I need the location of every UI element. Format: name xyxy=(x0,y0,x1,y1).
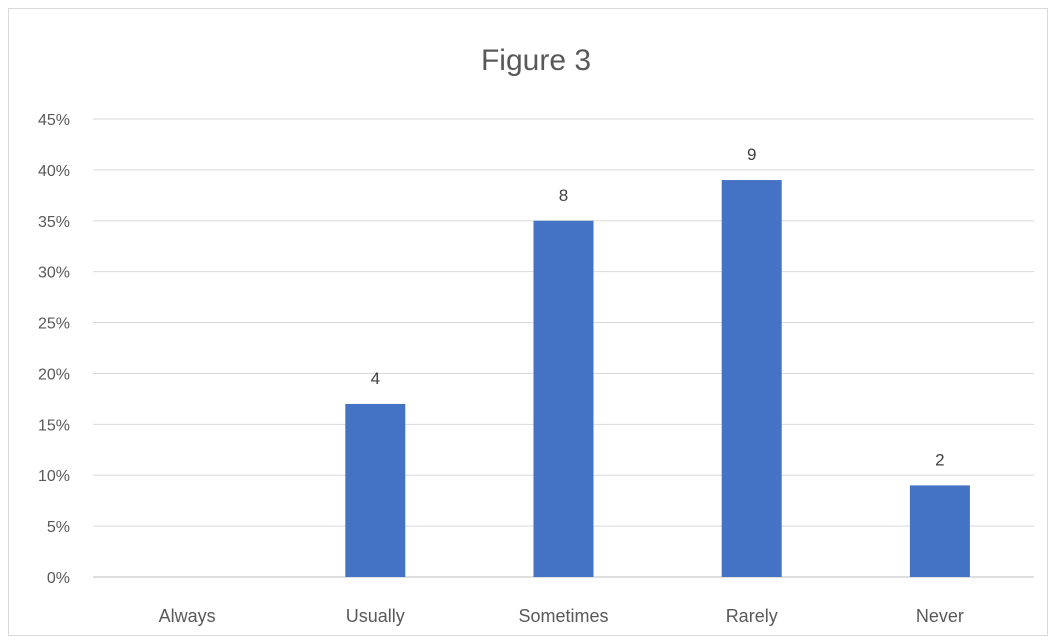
bar-never xyxy=(909,485,970,577)
y-tick-label: 35% xyxy=(38,214,70,231)
bar-sometimes xyxy=(533,220,594,577)
bar-usually xyxy=(345,403,406,577)
x-tick-label: Sometimes xyxy=(518,606,608,626)
data-label: 9 xyxy=(747,145,756,164)
y-tick-label: 25% xyxy=(38,316,70,333)
y-tick-label: 30% xyxy=(38,265,70,282)
gridlines xyxy=(93,118,1034,578)
y-tick-label: 20% xyxy=(38,366,70,383)
y-tick-label: 10% xyxy=(38,468,70,485)
y-tick-label: 40% xyxy=(38,163,70,180)
bar-rarely xyxy=(721,180,782,578)
y-axis: 0% 5% 10% 15% 20% 25% 30% 35% 40% 45% xyxy=(38,112,70,587)
y-tick-label: 5% xyxy=(47,519,70,536)
x-tick-label: Never xyxy=(916,606,964,626)
y-tick-label: 0% xyxy=(47,570,70,587)
data-labels: 4 8 9 2 xyxy=(371,145,945,469)
data-label: 2 xyxy=(935,450,944,469)
y-tick-label: 45% xyxy=(38,112,70,129)
y-tick-label: 15% xyxy=(38,417,70,434)
data-label: 4 xyxy=(371,369,380,388)
chart-frame xyxy=(8,8,1048,636)
data-label: 8 xyxy=(559,186,568,205)
x-tick-label: Rarely xyxy=(726,606,778,626)
x-axis: Always Usually Sometimes Rarely Never xyxy=(159,606,964,626)
x-tick-label: Usually xyxy=(346,606,405,626)
x-tick-label: Always xyxy=(159,606,216,626)
bars xyxy=(345,180,970,578)
chart-title: Figure 3 xyxy=(481,44,591,77)
